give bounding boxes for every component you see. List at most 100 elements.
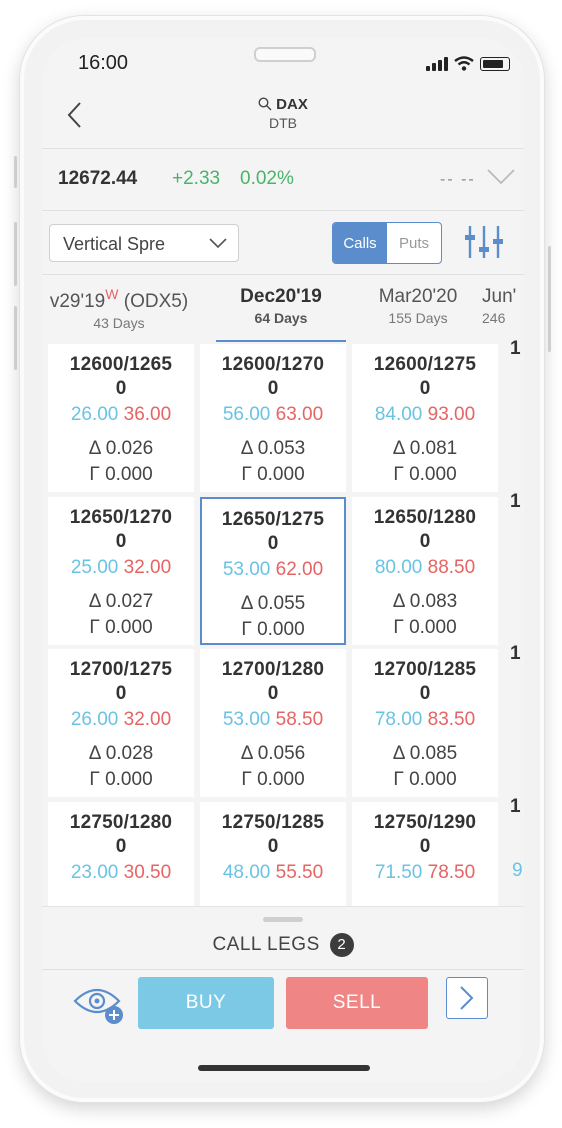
expiry-days: 155 Days	[388, 310, 448, 326]
spread-cell[interactable]: 12600/1265 0 26.00 36.00 Δ 0.026 Γ 0.000	[48, 344, 194, 492]
calls-tab[interactable]: Calls	[333, 223, 387, 263]
sell-button[interactable]: SELL	[286, 977, 428, 1029]
chevron-left-icon[interactable]	[62, 100, 88, 130]
expiry-days: 246	[482, 310, 506, 326]
chevron-down-icon	[209, 238, 227, 249]
quote-extra: -- --	[440, 171, 476, 188]
gamma-value: Γ 0.000	[89, 769, 153, 790]
bid-price: 25.00	[70, 557, 119, 578]
delta-value: Δ 0.028	[88, 743, 154, 764]
status-icons	[426, 56, 510, 71]
spread-cell[interactable]: 12650/1280 0 80.00 88.50 Δ 0.083 Γ 0.000	[352, 497, 498, 645]
next-column-strike: 1	[510, 338, 521, 359]
wifi-icon	[454, 56, 474, 71]
sheet-handle[interactable]	[263, 917, 303, 922]
strike-pair-end: 0	[115, 378, 127, 399]
bid-price: 26.00	[70, 709, 119, 730]
strike-pair: 12600/1265	[69, 354, 173, 375]
instrument-title: DAX DTB	[42, 96, 524, 131]
bid-price: 84.00	[374, 404, 423, 425]
spread-cell[interactable]: 12650/1270 0 25.00 32.00 Δ 0.027 Γ 0.000	[48, 497, 194, 645]
chevron-right-icon	[460, 986, 474, 1010]
ask-price: 36.00	[123, 404, 172, 425]
strike-pair: 12750/1290	[373, 812, 477, 833]
calls-puts-toggle: Calls Puts	[332, 222, 442, 264]
chevron-down-icon[interactable]	[486, 166, 516, 188]
expiry-date: Mar20'20	[378, 286, 458, 307]
next-column-strike: 1	[510, 643, 521, 664]
divider	[42, 148, 524, 149]
strike-pair: 12600/1270	[221, 354, 325, 375]
ask-price: 83.50	[427, 709, 476, 730]
expiry-date: Dec20'19	[240, 286, 322, 307]
strike-pair-end: 0	[267, 836, 279, 857]
expiry-tab[interactable]: Jun' 246	[482, 286, 524, 326]
next-column-bid: 9	[512, 860, 523, 881]
divider	[42, 274, 524, 275]
signal-icon	[426, 57, 448, 71]
silent-switch	[14, 156, 17, 188]
strategy-value: Vertical Spre	[63, 234, 166, 254]
bid-ask: 84.00 93.00	[352, 404, 498, 426]
strike-pair-end: 0	[115, 683, 127, 704]
delta-value: Δ 0.053	[240, 438, 306, 459]
spread-cell-selected[interactable]: 12650/1275 0 53.00 62.00 Δ 0.055 Γ 0.000	[200, 497, 346, 645]
legs-count-badge: 2	[329, 933, 354, 957]
divider	[42, 969, 524, 970]
strike-pair: 12700/1275	[69, 659, 173, 680]
volume-down-button	[14, 306, 17, 370]
buy-button[interactable]: BUY	[138, 977, 274, 1029]
speaker-notch	[254, 47, 316, 62]
bid-price: 56.00	[222, 404, 271, 425]
strike-pair-end: 0	[419, 378, 431, 399]
eye-plus-icon[interactable]	[72, 983, 126, 1027]
ask-price: 63.00	[275, 404, 324, 425]
spread-cell[interactable]: 12700/1275 0 26.00 32.00 Δ 0.028 Γ 0.000	[48, 649, 194, 797]
bid-price: 26.00	[70, 404, 119, 425]
strike-pair: 12650/1270	[69, 507, 173, 528]
strike-pair-end: 0	[267, 683, 279, 704]
ask-price: 32.00	[123, 557, 172, 578]
next-button[interactable]	[446, 977, 488, 1019]
next-column-strike: 1	[510, 796, 521, 817]
last-price: 12672.44	[58, 168, 138, 189]
weekly-flag: W	[105, 286, 119, 302]
expiry-tab[interactable]: Mar20'20 155 Days	[352, 286, 484, 326]
delta-value: Δ 0.083	[392, 591, 458, 612]
puts-tab[interactable]: Puts	[398, 234, 429, 252]
gamma-value: Γ 0.000	[241, 619, 305, 640]
strike-pair: 12700/1285	[373, 659, 477, 680]
gamma-value: Γ 0.000	[89, 617, 153, 638]
expiry-tab[interactable]: v29'19W (ODX5) 43 Days	[42, 286, 202, 331]
bid-ask: 26.00 36.00	[48, 404, 194, 426]
strike-pair: 12750/1285	[221, 812, 325, 833]
price-change-pct: 0.02%	[240, 168, 294, 189]
next-column-strike: 1	[510, 491, 521, 512]
ask-price: 30.50	[123, 862, 172, 883]
search-icon[interactable]	[258, 97, 272, 111]
gamma-value: Γ 0.000	[393, 464, 457, 485]
spread-cell[interactable]: 12700/1285 0 78.00 83.50 Δ 0.085 Γ 0.000	[352, 649, 498, 797]
delta-value: Δ 0.081	[392, 438, 458, 459]
ask-price: 78.50	[427, 862, 476, 883]
bid-price: 23.00	[70, 862, 119, 883]
gamma-value: Γ 0.000	[241, 769, 305, 790]
ask-price: 62.00	[275, 559, 324, 580]
expiry-tab-selected[interactable]: Dec20'19 64 Days	[216, 286, 346, 326]
strike-pair: 12750/1280	[69, 812, 173, 833]
legs-sheet: CALL LEGS 2 BUY SELL	[42, 906, 524, 1082]
strike-pair: 12700/1280	[221, 659, 325, 680]
sliders-icon[interactable]	[462, 220, 506, 264]
bid-price: 78.00	[374, 709, 423, 730]
spread-cell[interactable]: 12700/1280 0 53.00 58.50 Δ 0.056 Γ 0.000	[200, 649, 346, 797]
call-legs[interactable]: CALL LEGS 2	[42, 933, 524, 957]
spread-cell[interactable]: 12600/1275 0 84.00 93.00 Δ 0.081 Γ 0.000	[352, 344, 498, 492]
strike-pair-end: 0	[419, 531, 431, 552]
bid-ask: 56.00 63.00	[200, 404, 346, 426]
bid-price: 48.00	[222, 862, 271, 883]
strategy-select[interactable]: Vertical Spre	[49, 224, 239, 262]
gamma-value: Γ 0.000	[89, 464, 153, 485]
spread-cell[interactable]: 12600/1270 0 56.00 63.00 Δ 0.053 Γ 0.000	[200, 344, 346, 492]
app-screen: 16:00 DAX DTB 12672.44 +2.33 0.02% -- --	[42, 38, 524, 1082]
battery-icon	[480, 57, 510, 71]
